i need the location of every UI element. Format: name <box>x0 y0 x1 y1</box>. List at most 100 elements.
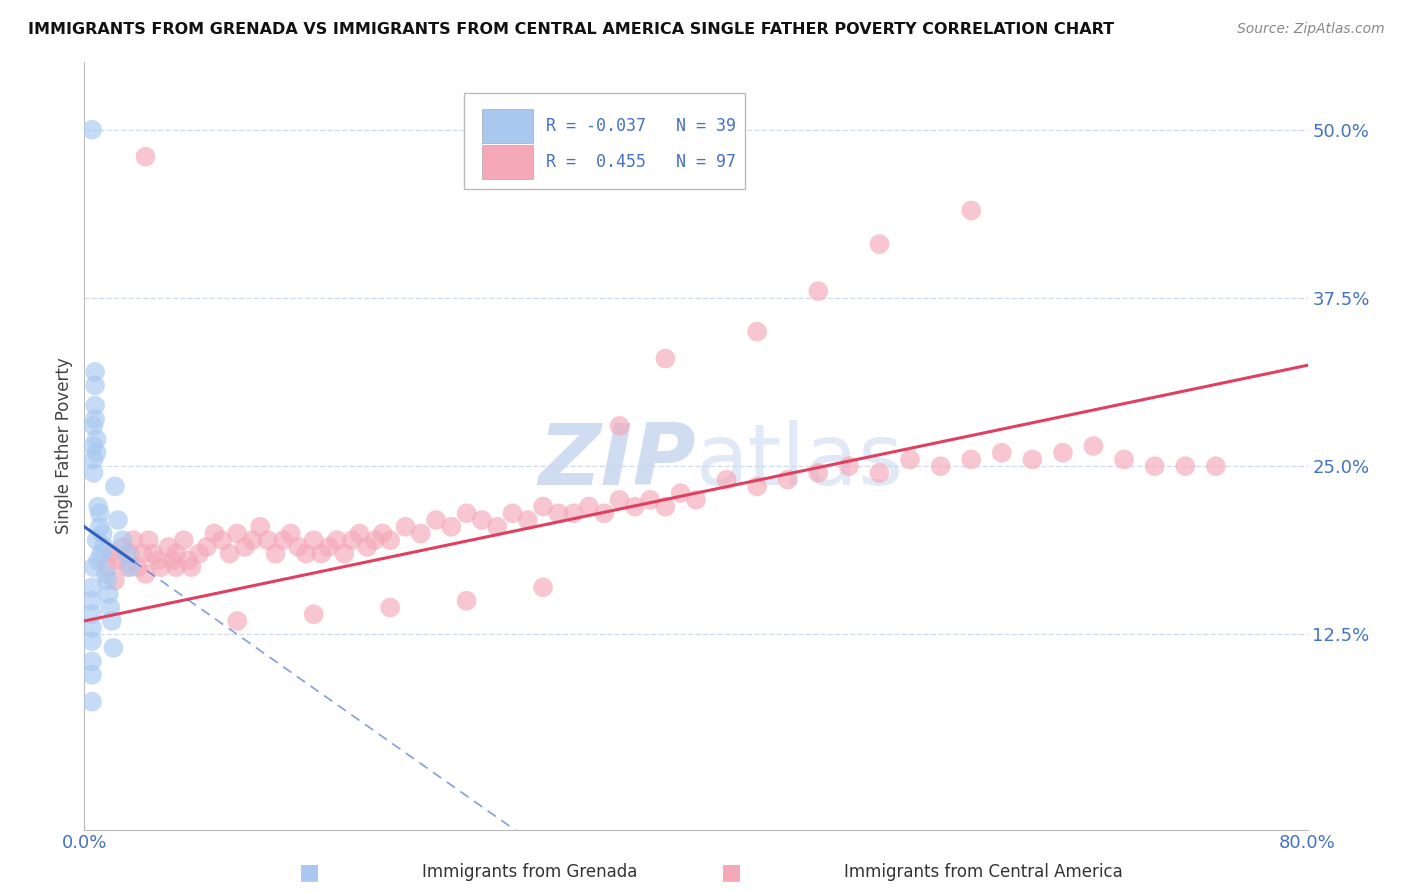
Point <box>869 237 891 252</box>
Point <box>107 513 129 527</box>
Point <box>502 506 524 520</box>
Point <box>531 580 554 594</box>
Point <box>115 560 138 574</box>
Point <box>149 560 172 574</box>
Point <box>440 520 463 534</box>
Point <box>516 513 538 527</box>
Point <box>638 492 661 507</box>
Point <box>83 439 105 453</box>
Point <box>146 553 169 567</box>
Point <box>96 560 118 574</box>
Point <box>340 533 363 548</box>
Point <box>333 547 356 561</box>
Point <box>120 547 142 561</box>
Point <box>104 574 127 588</box>
Point <box>456 506 478 520</box>
Point <box>131 547 153 561</box>
Point <box>471 513 494 527</box>
Point <box>80 122 103 136</box>
Point <box>242 533 264 548</box>
Text: Immigrants from Grenada: Immigrants from Grenada <box>422 863 637 881</box>
Point <box>287 540 309 554</box>
Point <box>97 587 120 601</box>
Point <box>371 526 394 541</box>
Point <box>654 500 676 514</box>
Point <box>157 540 180 554</box>
Point <box>226 526 249 541</box>
Point <box>180 560 202 574</box>
Point <box>84 412 107 426</box>
Point <box>233 540 256 554</box>
Point <box>89 506 111 520</box>
Point <box>226 614 249 628</box>
Point <box>280 526 302 541</box>
Point <box>1174 459 1197 474</box>
Point <box>562 506 585 520</box>
Point <box>135 566 157 581</box>
Text: Source: ZipAtlas.com: Source: ZipAtlas.com <box>1237 22 1385 37</box>
FancyBboxPatch shape <box>464 93 745 189</box>
Point <box>1205 459 1227 474</box>
Text: ■: ■ <box>299 863 319 882</box>
Point <box>165 560 187 574</box>
Text: atlas: atlas <box>696 420 904 503</box>
Point <box>86 533 108 548</box>
Text: ZIP: ZIP <box>538 420 696 503</box>
Point <box>547 506 569 520</box>
Point <box>84 378 107 392</box>
Point <box>80 580 103 594</box>
Point <box>869 466 891 480</box>
Point <box>609 418 631 433</box>
Point <box>456 594 478 608</box>
Point <box>747 325 769 339</box>
Point <box>807 284 830 298</box>
Text: Immigrants from Central America: Immigrants from Central America <box>844 863 1122 881</box>
Point <box>380 600 402 615</box>
Point <box>93 540 115 554</box>
Point <box>669 486 692 500</box>
Point <box>325 533 347 548</box>
Point <box>380 533 402 548</box>
Text: ■: ■ <box>721 863 741 882</box>
Point <box>165 547 187 561</box>
Point <box>685 492 707 507</box>
Point <box>86 446 108 460</box>
Point <box>96 574 118 588</box>
Point <box>578 500 600 514</box>
Point <box>83 452 105 467</box>
Point <box>80 695 103 709</box>
Point <box>115 547 138 561</box>
Point <box>295 547 318 561</box>
Point <box>188 547 211 561</box>
Point <box>747 479 769 493</box>
Point <box>218 547 240 561</box>
Point <box>486 520 509 534</box>
Point <box>264 547 287 561</box>
Point <box>80 621 103 635</box>
Point <box>135 150 157 164</box>
Point <box>356 540 378 554</box>
Point <box>716 473 738 487</box>
Point <box>177 553 200 567</box>
Point <box>807 466 830 480</box>
Point <box>302 607 325 622</box>
Point <box>318 540 340 554</box>
Point <box>593 506 616 520</box>
Point <box>94 566 117 581</box>
Point <box>111 533 134 548</box>
Point <box>609 492 631 507</box>
Point <box>120 560 142 574</box>
Point <box>898 452 921 467</box>
Point <box>80 607 103 622</box>
Point <box>195 540 218 554</box>
Point <box>86 432 108 446</box>
Point <box>103 640 125 655</box>
Point <box>127 560 149 574</box>
Point <box>91 526 114 541</box>
Point <box>654 351 676 366</box>
Point <box>394 520 416 534</box>
Point <box>84 399 107 413</box>
Point <box>80 667 103 681</box>
FancyBboxPatch shape <box>482 109 533 143</box>
Point <box>531 500 554 514</box>
